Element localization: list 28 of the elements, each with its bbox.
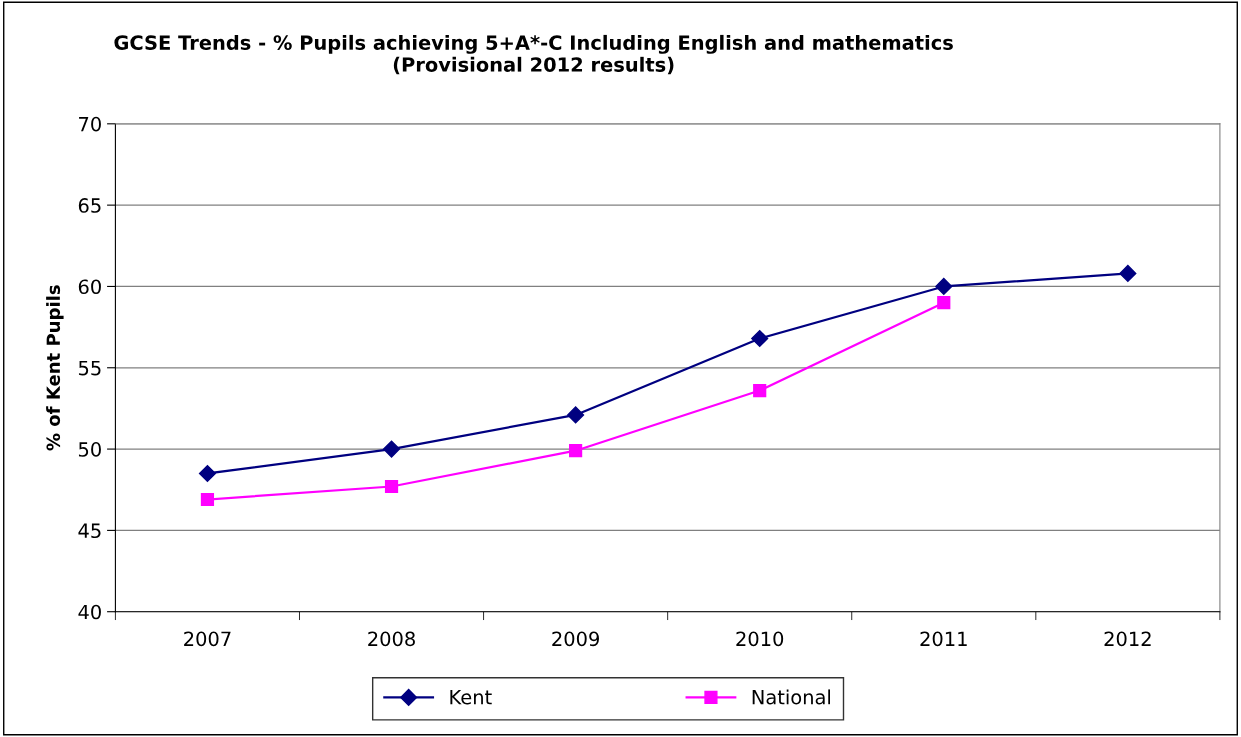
chart-title: GCSE Trends - % Pupils achieving 5+A*-C Including English and mathematics (Provisional 2012 results) bbox=[114, 34, 953, 75]
point bbox=[753, 383, 767, 398]
x-tick-label: 2009 bbox=[552, 631, 599, 647]
y-tick-label: 40 bbox=[78, 604, 101, 620]
point bbox=[200, 492, 215, 507]
y-tick-label: 60 bbox=[78, 279, 101, 295]
point bbox=[935, 277, 953, 295]
x-tick-label: 2010 bbox=[736, 631, 784, 647]
legend-label: National bbox=[752, 689, 831, 705]
point bbox=[751, 329, 769, 348]
y-axis-title: % of Kent Pupils bbox=[46, 285, 64, 451]
point bbox=[569, 444, 583, 458]
legend-label: Kent bbox=[450, 690, 492, 705]
y-tick-label: 45 bbox=[78, 523, 101, 539]
point bbox=[198, 464, 217, 483]
x-tick-label: 2008 bbox=[368, 631, 415, 647]
point bbox=[937, 296, 951, 310]
x-tick-label: 2012 bbox=[1104, 631, 1151, 647]
point bbox=[567, 406, 585, 424]
point bbox=[382, 440, 401, 458]
x-tick-label: 2007 bbox=[184, 631, 231, 647]
y-tick-label: 65 bbox=[78, 198, 101, 213]
x-tick-label: 2011 bbox=[920, 631, 967, 647]
point bbox=[1119, 264, 1137, 282]
y-tick-label: 50 bbox=[78, 442, 101, 457]
y-tick-label: 70 bbox=[79, 116, 101, 132]
y-tick-label: 55 bbox=[78, 360, 101, 376]
point bbox=[384, 479, 399, 494]
